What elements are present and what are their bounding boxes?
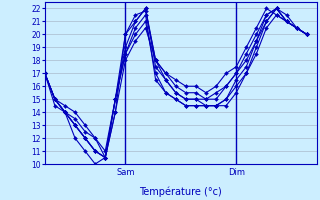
Text: Température (°c): Température (°c): [140, 187, 222, 197]
Text: Dim: Dim: [228, 168, 245, 177]
Text: Sam: Sam: [116, 168, 135, 177]
